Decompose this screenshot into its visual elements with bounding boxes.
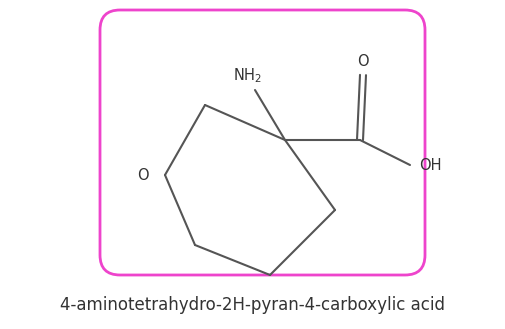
Text: O: O: [357, 54, 368, 68]
Text: NH$_2$: NH$_2$: [232, 67, 261, 85]
Text: OH: OH: [418, 158, 440, 172]
Text: 4-aminotetrahydro-2H-pyran-4-carboxylic acid: 4-aminotetrahydro-2H-pyran-4-carboxylic …: [61, 296, 444, 314]
Text: O: O: [137, 167, 148, 183]
FancyBboxPatch shape: [100, 10, 424, 275]
